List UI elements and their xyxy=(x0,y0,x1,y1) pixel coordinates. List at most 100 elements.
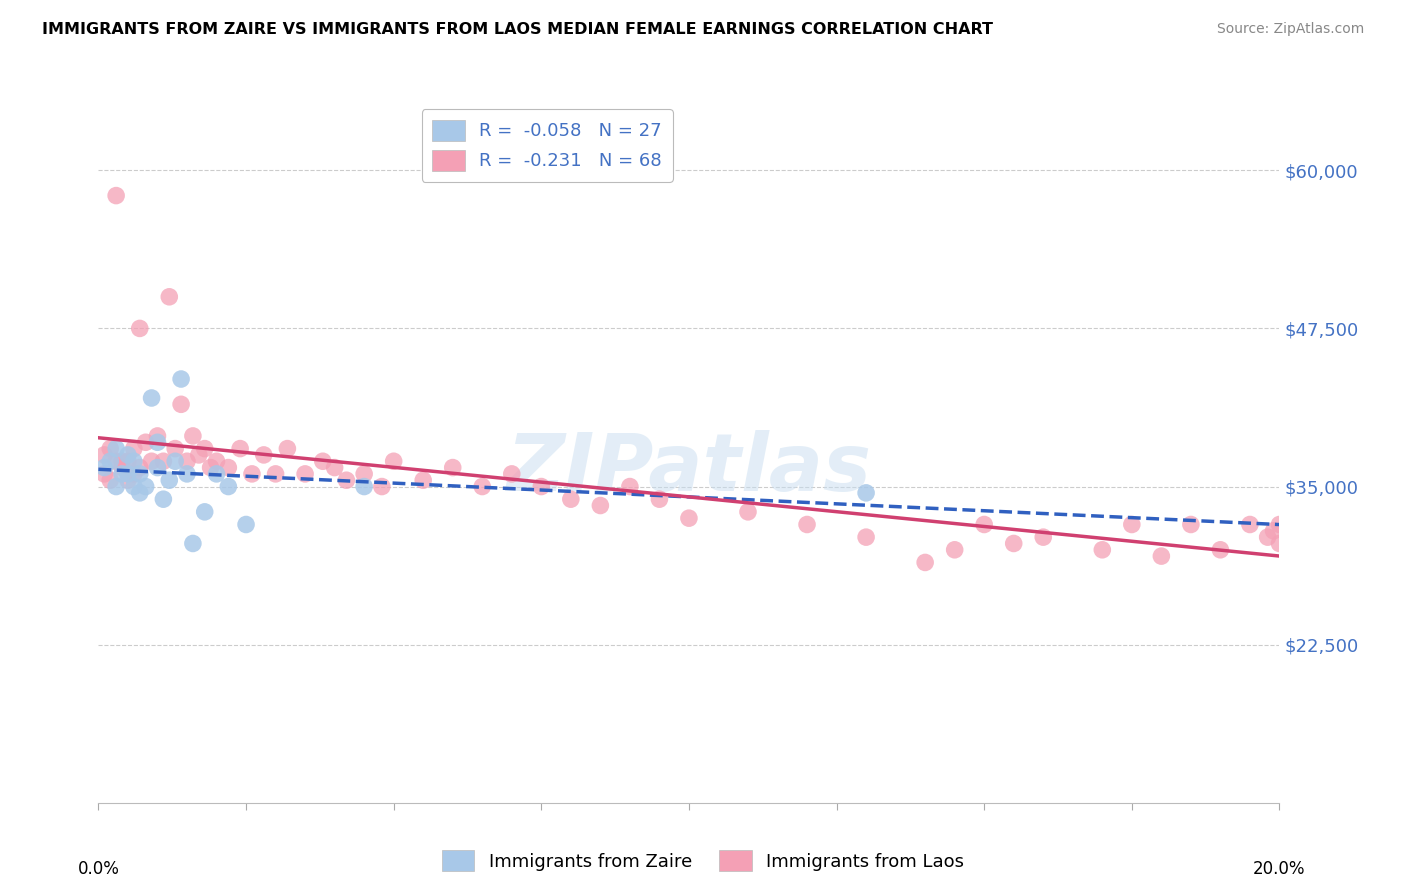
Point xyxy=(157,473,180,487)
Point xyxy=(146,435,169,450)
Point xyxy=(105,454,128,468)
Point xyxy=(229,442,252,456)
Point xyxy=(648,492,671,507)
Point xyxy=(253,448,276,462)
Point xyxy=(353,479,375,493)
Point xyxy=(128,467,150,481)
Point xyxy=(111,454,134,468)
Point xyxy=(135,479,157,493)
Legend: R =  -0.058   N = 27, R =  -0.231   N = 68: R = -0.058 N = 27, R = -0.231 N = 68 xyxy=(422,109,673,181)
Point xyxy=(122,467,145,481)
Point xyxy=(194,442,217,456)
Text: 20.0%: 20.0% xyxy=(1253,860,1306,878)
Point xyxy=(796,517,818,532)
Point xyxy=(501,467,523,481)
Point xyxy=(205,454,228,468)
Point xyxy=(181,536,204,550)
Point xyxy=(737,505,759,519)
Point xyxy=(589,499,612,513)
Point xyxy=(128,486,150,500)
Point xyxy=(914,556,936,570)
Point xyxy=(1180,517,1202,532)
Point xyxy=(200,460,222,475)
Legend: Immigrants from Zaire, Immigrants from Laos: Immigrants from Zaire, Immigrants from L… xyxy=(434,843,972,879)
Point xyxy=(371,479,394,493)
Point xyxy=(122,479,145,493)
Point xyxy=(205,467,228,481)
Point xyxy=(1263,524,1285,538)
Point xyxy=(412,473,434,487)
Point xyxy=(943,542,966,557)
Point xyxy=(93,460,115,475)
Point xyxy=(353,467,375,481)
Point xyxy=(117,454,139,468)
Point xyxy=(240,467,263,481)
Point xyxy=(217,460,239,475)
Point xyxy=(323,460,346,475)
Point xyxy=(122,442,145,456)
Point xyxy=(235,517,257,532)
Point xyxy=(217,479,239,493)
Point xyxy=(973,517,995,532)
Point xyxy=(1239,517,1261,532)
Point xyxy=(93,448,115,462)
Point xyxy=(146,429,169,443)
Point xyxy=(1150,549,1173,563)
Point xyxy=(141,391,163,405)
Point xyxy=(312,454,335,468)
Text: ZIPatlas: ZIPatlas xyxy=(506,430,872,508)
Point xyxy=(111,467,134,481)
Point xyxy=(152,492,174,507)
Point xyxy=(98,454,121,468)
Point xyxy=(128,460,150,475)
Point xyxy=(187,448,209,462)
Point xyxy=(181,429,204,443)
Point xyxy=(471,479,494,493)
Point xyxy=(146,460,169,475)
Point xyxy=(176,454,198,468)
Point xyxy=(1032,530,1054,544)
Point xyxy=(276,442,298,456)
Point xyxy=(1268,536,1291,550)
Point xyxy=(93,467,115,481)
Point xyxy=(855,530,877,544)
Point xyxy=(157,290,180,304)
Point xyxy=(152,454,174,468)
Point xyxy=(194,505,217,519)
Point xyxy=(128,321,150,335)
Point xyxy=(170,397,193,411)
Point xyxy=(1091,542,1114,557)
Point xyxy=(98,442,121,456)
Point xyxy=(117,448,139,462)
Point xyxy=(678,511,700,525)
Point xyxy=(530,479,553,493)
Point xyxy=(105,479,128,493)
Point xyxy=(335,473,357,487)
Point xyxy=(294,467,316,481)
Point xyxy=(98,473,121,487)
Point xyxy=(165,442,187,456)
Point xyxy=(170,372,193,386)
Point xyxy=(105,442,128,456)
Point xyxy=(855,486,877,500)
Point xyxy=(141,454,163,468)
Point xyxy=(441,460,464,475)
Point xyxy=(560,492,582,507)
Point xyxy=(619,479,641,493)
Point xyxy=(1002,536,1025,550)
Point xyxy=(117,473,139,487)
Text: Source: ZipAtlas.com: Source: ZipAtlas.com xyxy=(1216,22,1364,37)
Point xyxy=(117,467,139,481)
Point xyxy=(122,454,145,468)
Point xyxy=(165,454,187,468)
Point xyxy=(1257,530,1279,544)
Point xyxy=(1121,517,1143,532)
Point xyxy=(1209,542,1232,557)
Point xyxy=(111,460,134,475)
Text: IMMIGRANTS FROM ZAIRE VS IMMIGRANTS FROM LAOS MEDIAN FEMALE EARNINGS CORRELATION: IMMIGRANTS FROM ZAIRE VS IMMIGRANTS FROM… xyxy=(42,22,993,37)
Point xyxy=(176,467,198,481)
Point xyxy=(135,435,157,450)
Text: 0.0%: 0.0% xyxy=(77,860,120,878)
Point xyxy=(105,188,128,202)
Point xyxy=(1268,517,1291,532)
